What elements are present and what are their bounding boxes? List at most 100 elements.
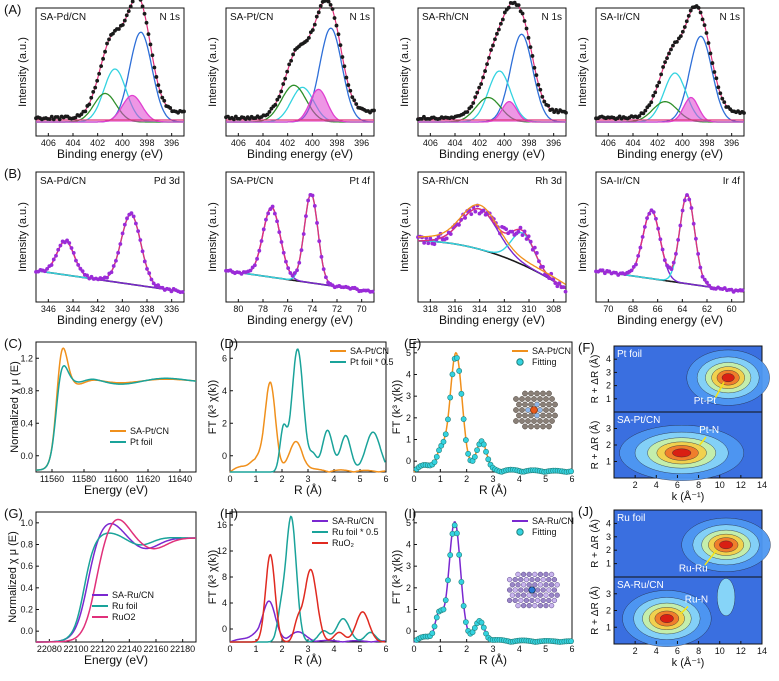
panel-title: SA-Pd/CN xyxy=(40,176,86,187)
x-tick-label: 398 xyxy=(521,138,536,148)
data-point xyxy=(698,265,703,270)
fit-point xyxy=(458,579,465,585)
data-point xyxy=(140,4,145,9)
data-point xyxy=(316,10,321,15)
data-point xyxy=(654,216,658,221)
x-tick-label: 396 xyxy=(724,138,739,148)
panel-title: SA-Rh/CN xyxy=(422,12,469,23)
annotation-arrow xyxy=(680,605,689,615)
y-axis-label: Intensity (a.u.) xyxy=(17,37,29,107)
x-tick-label: 346 xyxy=(41,304,56,314)
ruthenium-atom xyxy=(528,586,536,594)
legend-label: SA-Ru/CN xyxy=(532,516,574,526)
data-point xyxy=(682,198,687,203)
component-peak xyxy=(225,193,374,293)
carbon-atom xyxy=(512,597,518,604)
data-point xyxy=(553,281,558,285)
data-point xyxy=(152,65,157,70)
data-point xyxy=(306,198,311,203)
data-point xyxy=(651,210,656,215)
data-point xyxy=(657,80,662,85)
data-point xyxy=(120,23,125,27)
x-tick-label: 2 xyxy=(633,480,638,490)
data-point xyxy=(600,268,605,273)
y-tick-label: 1 xyxy=(606,457,611,467)
data-point xyxy=(661,65,665,69)
carbon-atom xyxy=(532,582,538,588)
bond-annotation: Ru-Ru xyxy=(679,564,708,575)
y-axis-label: Normalized χ μ (E) xyxy=(9,361,21,453)
data-point xyxy=(528,239,533,244)
data-point xyxy=(534,73,539,78)
carbon-atom xyxy=(549,396,555,402)
data-point xyxy=(124,13,129,18)
x-tick-label: 5 xyxy=(357,644,362,654)
fit-point xyxy=(462,619,469,625)
data-point xyxy=(532,65,537,70)
x-axis-label: Binding energy (eV) xyxy=(247,313,353,327)
y-axis-label: Intensity (a.u.) xyxy=(207,202,219,272)
data-point xyxy=(332,16,337,20)
carbon-atom xyxy=(552,412,558,419)
carbon-atom xyxy=(546,401,552,408)
data-point xyxy=(678,34,683,39)
data-point xyxy=(289,58,294,63)
y-tick-label: 4 xyxy=(406,370,411,380)
data-point xyxy=(301,232,306,236)
x-tick-label: 8 xyxy=(696,480,701,490)
data-point xyxy=(287,62,292,67)
data-point xyxy=(671,43,675,48)
data-point xyxy=(321,267,326,272)
data-point xyxy=(348,88,353,93)
data-point xyxy=(473,209,478,214)
fit-point xyxy=(454,530,460,537)
data-point xyxy=(561,285,566,290)
component-peak xyxy=(418,232,566,289)
panel-tag: Rh 3d xyxy=(535,176,562,187)
data-point xyxy=(299,248,304,253)
x-tick-label: 4 xyxy=(517,474,522,484)
x-axis-label: R (Å) xyxy=(479,482,507,497)
x-tick-label: 6 xyxy=(675,646,680,656)
x-tick-label: 344 xyxy=(65,304,80,314)
y-tick-label: 4 xyxy=(222,598,227,608)
data-point xyxy=(658,237,663,242)
panel-letter: (E) xyxy=(404,336,421,351)
x-tick-label: 5 xyxy=(543,474,548,484)
panel-D: 0 1 2 3 4 5 6 0 2 4 6 R (Å) FT (k³ χ(k)) (D) SA-Pt/CNP… xyxy=(207,336,394,497)
data-point xyxy=(297,260,302,265)
fit-line xyxy=(417,204,566,285)
x-tick-label: 314 xyxy=(472,304,487,314)
x-axis-label: k (Å⁻¹) xyxy=(672,490,705,503)
x-tick-label: 70 xyxy=(603,304,613,314)
nitrogen-atom xyxy=(554,582,560,588)
nitrogen-atom xyxy=(534,412,540,419)
nitrogen-atom xyxy=(509,592,516,598)
panel-letter: (B) xyxy=(4,166,21,181)
component-peak xyxy=(35,213,184,293)
carbon-atom xyxy=(526,602,532,609)
data-point xyxy=(122,222,127,227)
carbon-atom xyxy=(537,396,543,402)
fit-point xyxy=(471,625,478,631)
carbon-atom xyxy=(546,423,552,430)
data-point xyxy=(352,98,357,103)
y-tick-label: 3 xyxy=(406,561,411,571)
data-point xyxy=(79,112,84,117)
plot-frame xyxy=(595,171,745,303)
data-point xyxy=(663,60,667,65)
x-tick-label: 11600 xyxy=(104,474,128,484)
carbon-atom xyxy=(518,576,524,583)
data-point xyxy=(530,54,535,58)
data-point xyxy=(716,85,721,90)
data-point xyxy=(528,45,533,50)
nitrogen-atom xyxy=(546,587,552,593)
data-point xyxy=(136,229,141,234)
x-tick-label: 402 xyxy=(280,138,295,148)
x-tick-label: 0 xyxy=(411,644,416,654)
data-point xyxy=(718,91,723,96)
y-tick-label: 1 xyxy=(406,605,411,615)
data-point xyxy=(631,264,636,269)
carbon-atom xyxy=(549,407,555,413)
